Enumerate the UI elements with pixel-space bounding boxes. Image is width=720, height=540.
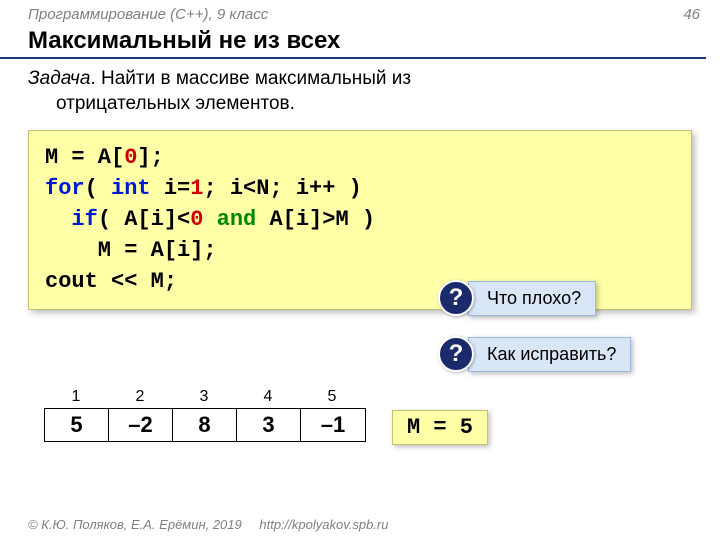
footer: © К.Ю. Поляков, Е.А. Ерёмин, 2019 http:/… xyxy=(28,517,388,532)
slide-header: Программирование (C++), 9 класс 46 xyxy=(0,0,720,25)
cell: –2 xyxy=(109,409,173,441)
callout-text-1: Что плохо? xyxy=(468,281,596,316)
footer-link: http://kpolyakov.spb.ru xyxy=(259,517,388,532)
index: 4 xyxy=(236,388,300,406)
cell: 3 xyxy=(237,409,301,441)
index: 1 xyxy=(44,388,108,406)
array-cells: 5 –2 8 3 –1 xyxy=(44,408,366,442)
question-icon: ? xyxy=(438,280,474,316)
slide-title: Максимальный не из всех xyxy=(0,25,706,59)
task-text: Задача. Найти в массиве максимальный из … xyxy=(0,59,720,130)
index: 2 xyxy=(108,388,172,406)
question-icon: ? xyxy=(438,336,474,372)
callout-2: ? Как исправить? xyxy=(438,336,631,372)
task-label: Задача xyxy=(28,68,90,89)
course-label: Программирование (C++), 9 класс xyxy=(28,6,268,23)
result-box: M = 5 xyxy=(392,410,488,445)
callout-text-2: Как исправить? xyxy=(468,337,631,372)
copyright: © К.Ю. Поляков, Е.А. Ерёмин, 2019 xyxy=(28,517,242,532)
callout-1: ? Что плохо? xyxy=(438,280,596,316)
cell: 5 xyxy=(45,409,109,441)
page-number: 46 xyxy=(683,6,700,23)
cell: –1 xyxy=(301,409,365,441)
array-indices: 1 2 3 4 5 xyxy=(44,388,366,406)
index: 5 xyxy=(300,388,364,406)
cell: 8 xyxy=(173,409,237,441)
array-display: 1 2 3 4 5 5 –2 8 3 –1 xyxy=(44,388,366,442)
index: 3 xyxy=(172,388,236,406)
